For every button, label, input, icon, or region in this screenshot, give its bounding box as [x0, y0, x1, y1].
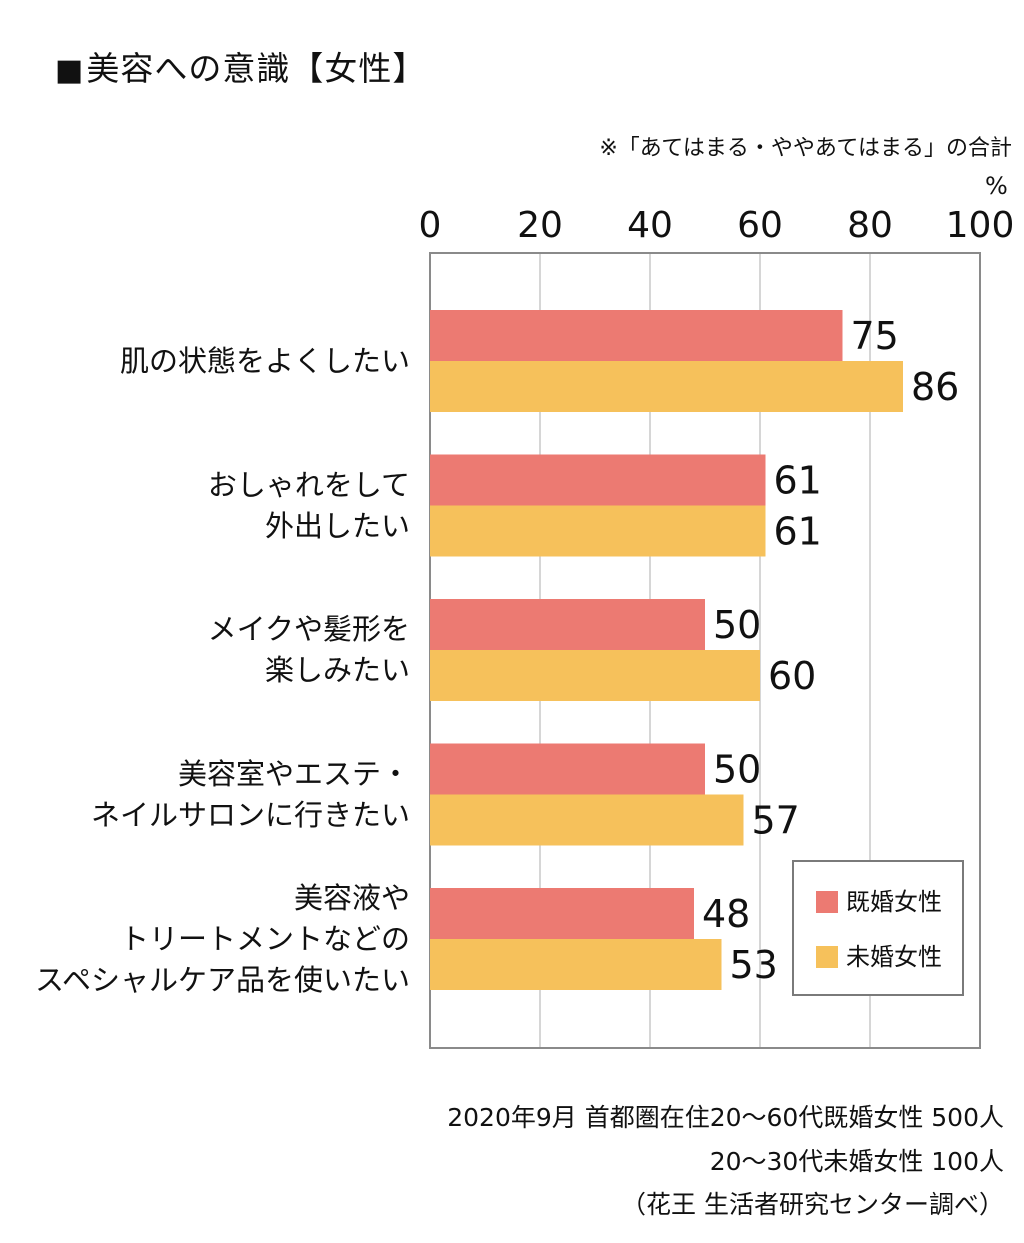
category-label-line: 美容液や [293, 880, 410, 915]
axis-unit: % [985, 172, 1008, 200]
bar-unmarried [430, 794, 744, 846]
data-label: 53 [730, 943, 778, 987]
bar-married [430, 888, 694, 939]
bar-married [430, 454, 766, 506]
data-label: 50 [713, 748, 761, 792]
x-tick-label: 80 [847, 205, 893, 246]
category-label-line: 楽しみたい [264, 653, 410, 687]
x-tick-label: 0 [419, 205, 442, 246]
category-label-line: 肌の状態をよくしたい [119, 343, 410, 378]
footer-line-3: （花王 生活者研究センター調べ） [621, 1190, 1004, 1219]
category-label: 肌の状態をよくしたい [120, 341, 410, 382]
data-label: 57 [752, 799, 800, 843]
legend-label-unmarried: 未婚女性 [846, 943, 942, 971]
chart-note: ※「あてはまる・ややあてはまる」の合計 [599, 136, 1012, 161]
bar-married [430, 599, 705, 650]
category-label-line: ネイルサロンに行きたい [90, 797, 410, 832]
data-label: 60 [768, 654, 816, 698]
category-label-line: メイクや髪形を [207, 612, 410, 646]
bar-married [430, 310, 843, 361]
x-tick-label: 100 [946, 205, 1015, 246]
bar-unmarried [430, 939, 722, 990]
category-label-line: トリートメントなどの [119, 921, 410, 956]
data-label: 61 [774, 510, 822, 554]
data-label: 61 [774, 459, 822, 503]
legend-swatch-married [816, 891, 838, 913]
legend-item-unmarried: 未婚女性 [816, 942, 942, 972]
bar-married [430, 743, 705, 795]
category-label-line: 外出したい [264, 508, 410, 543]
category-label: 美容室やエステ・ネイルサロンに行きたい [91, 754, 410, 836]
title-text: 美容への意識【女性】 [86, 49, 427, 88]
legend-label-married: 既婚女性 [846, 888, 942, 916]
data-label: 75 [851, 314, 899, 358]
category-label: メイクや髪形を楽しみたい [208, 609, 410, 691]
data-label: 50 [713, 603, 761, 647]
legend-swatch-unmarried [816, 946, 838, 968]
category-label-line: スペシャルケア品を使いたい [35, 962, 410, 997]
bar-unmarried [430, 505, 766, 557]
data-label: 86 [911, 365, 959, 409]
bar-unmarried [430, 650, 760, 701]
x-tick-label: 60 [737, 205, 783, 246]
footer-line-1: 2020年9月 首都圏在住20〜60代既婚女性 500人 [447, 1103, 1004, 1132]
x-tick-label: 40 [627, 205, 673, 246]
bar-unmarried [430, 361, 903, 412]
footer-line-2: 20〜30代未婚女性 100人 [709, 1147, 1004, 1176]
legend-item-married: 既婚女性 [816, 887, 942, 917]
data-label: 48 [702, 892, 750, 936]
title-square-icon: ■ [55, 53, 85, 88]
x-tick-label: 20 [517, 205, 563, 246]
category-label: 美容液やトリートメントなどのスペシャルケア品を使いたい [35, 878, 410, 1001]
chart-title: ■美容への意識【女性】 [55, 42, 426, 90]
category-label: おしゃれをして外出したい [208, 465, 410, 547]
category-label-line: おしゃれをして [207, 467, 410, 502]
legend: 既婚女性 未婚女性 [792, 860, 964, 996]
category-label-line: 美容室やエステ・ [177, 756, 410, 791]
